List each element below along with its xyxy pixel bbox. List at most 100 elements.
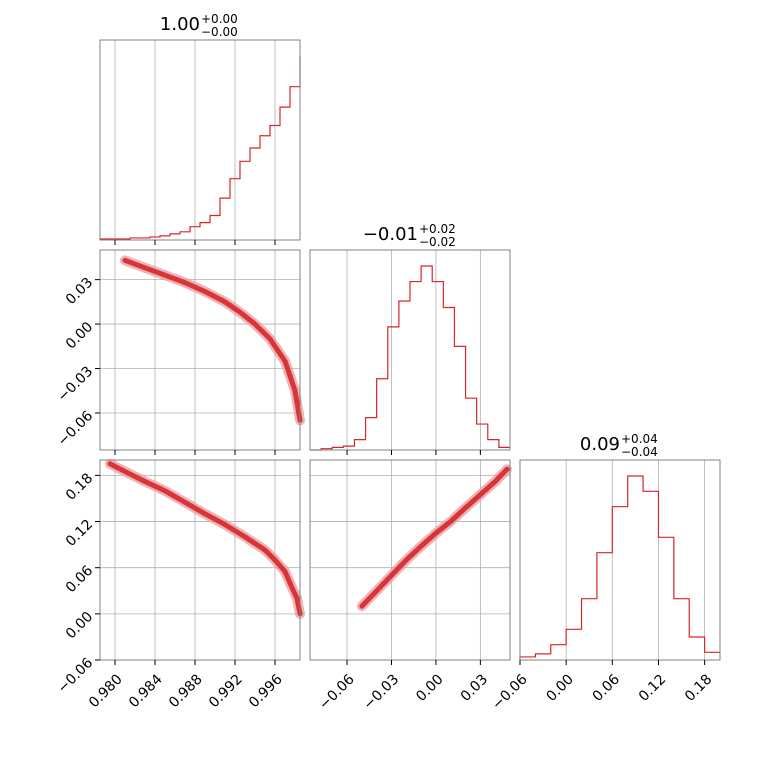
ytick-label-20-2: 0.06 — [63, 563, 96, 596]
panel-frame-21 — [309, 459, 511, 661]
hist-bar-22-9 — [643, 491, 658, 660]
xtick-label-22-1: 0.00 — [544, 671, 577, 704]
hist-bar-11-7 — [388, 327, 399, 450]
xtick-label-21-2: 0.00 — [413, 671, 446, 704]
ytick-label-10-3: 0.03 — [63, 275, 96, 308]
panel-frame-11 — [309, 249, 511, 451]
title-p1-upper: +0.02 — [419, 222, 456, 236]
hist-bar-11-12 — [443, 307, 454, 450]
xaxis-10 — [114, 450, 276, 455]
hist-bar-22-6 — [597, 553, 612, 660]
panel-11 — [309, 249, 511, 451]
hist-bar-11-15 — [477, 424, 488, 450]
hist-bar-11-8 — [399, 301, 410, 450]
hist-bar-11-5 — [366, 418, 377, 450]
title-p0-lower: −0.00 — [201, 25, 238, 39]
title-p1-value: −0.01 — [363, 224, 418, 245]
hist-bar-11-6 — [377, 379, 388, 450]
hist-bar-22-12 — [689, 637, 704, 660]
hist-bar-22-10 — [658, 537, 673, 660]
density-contour-10 — [122, 257, 303, 423]
density-fill-20 — [105, 458, 305, 619]
hist-bar-22-5 — [582, 599, 597, 660]
hist-bar-00-9 — [190, 227, 200, 240]
hist-bar-11-10 — [421, 266, 432, 450]
hist-bar-22-2 — [535, 654, 550, 660]
hist-bar-22-3 — [551, 645, 566, 660]
hist-bar-00-8 — [180, 232, 190, 240]
panel-22 — [519, 459, 721, 661]
hist-bar-11-14 — [466, 398, 477, 450]
hist-bar-11-11 — [432, 282, 443, 450]
hist-bar-11-16 — [488, 440, 499, 450]
panel-frame-10 — [99, 249, 301, 451]
hist-bar-00-13 — [230, 179, 240, 240]
ytick-label-10-2: 0.00 — [63, 319, 96, 352]
hist-line-00 — [99, 56, 301, 240]
xtick-label-20-1: 0.984 — [126, 671, 166, 711]
xtick-label-22-4: 0.18 — [682, 671, 715, 704]
hist-bar-22-13 — [705, 652, 720, 660]
xtick-label-20-0: 0.980 — [86, 671, 126, 711]
hist-line-22 — [519, 475, 720, 660]
title-p2-upper: +0.04 — [621, 432, 658, 446]
xtick-label-20-4: 0.996 — [246, 671, 286, 711]
hist-line-11 — [310, 265, 510, 451]
hist-bar-11-13 — [454, 346, 465, 450]
panel-frame-22 — [519, 459, 721, 661]
hist-bar-00-11 — [210, 215, 220, 240]
yaxis-20: −0.06 0.00 0.06 0.12 0.18 — [55, 470, 100, 697]
panel-frame-20 — [99, 459, 301, 661]
hist-bar-22-8 — [628, 476, 643, 660]
density-contour-21 — [359, 466, 510, 609]
hist-bar-00-12 — [220, 198, 230, 240]
title-p1-lower: −0.02 — [419, 235, 456, 249]
ytick-label-20-1: 0.00 — [63, 609, 96, 642]
xtick-label-22-2: 0.06 — [590, 671, 623, 704]
ytick-label-10-1: −0.03 — [55, 363, 97, 405]
xtick-label-22-0: −0.06 — [489, 671, 531, 713]
xtick-label-20-2: 0.988 — [166, 671, 206, 711]
panel-20 — [99, 458, 305, 661]
xaxis-20: 0.980 0.984 0.988 0.992 0.996 — [86, 660, 286, 711]
title-p0-upper: +0.00 — [201, 12, 238, 26]
ytick-label-20-0: −0.06 — [55, 655, 97, 697]
hist-bar-00-7 — [170, 234, 180, 240]
xtick-label-20-3: 0.992 — [206, 671, 246, 711]
title-p2-lower: −0.04 — [621, 445, 658, 459]
hist-bar-00-14 — [240, 161, 250, 240]
title-p2-value: 0.09 — [580, 434, 620, 455]
xaxis-00 — [114, 240, 276, 245]
xtick-label-22-3: 0.12 — [636, 671, 669, 704]
xtick-label-21-3: 0.03 — [458, 671, 491, 704]
xaxis-21: −0.06 −0.03 0.00 0.03 — [316, 660, 491, 713]
panel-frame-00 — [99, 39, 301, 241]
hist-bar-11-4 — [354, 440, 365, 450]
hist-bar-22-7 — [612, 507, 627, 660]
yaxis-10: −0.06−0.03 0.00 0.03 — [55, 275, 100, 450]
ytick-label-10-0: −0.06 — [55, 408, 97, 450]
hist-bar-00-19 — [290, 87, 300, 240]
panel-00 — [99, 39, 301, 241]
hist-bar-00-16 — [260, 136, 270, 240]
xaxis-11 — [346, 450, 481, 455]
ytick-label-20-3: 0.12 — [63, 517, 96, 550]
panel-21 — [309, 459, 512, 661]
title-p0-value: 1.00 — [160, 14, 200, 35]
hist-bar-00-18 — [280, 107, 290, 240]
hist-bar-22-11 — [674, 599, 689, 660]
ytick-label-20-4: 0.18 — [63, 470, 96, 503]
hist-bar-11-9 — [410, 282, 421, 450]
hist-bar-00-10 — [200, 223, 210, 240]
hist-bar-00-17 — [270, 126, 280, 240]
hist-bar-00-15 — [250, 148, 260, 240]
hist-bar-22-4 — [566, 629, 581, 660]
xaxis-22: −0.06 0.00 0.06 0.12 0.18 — [489, 660, 715, 713]
xtick-label-21-1: −0.03 — [361, 671, 403, 713]
density-contour-20 — [107, 461, 303, 617]
hist-bar-00-6 — [160, 236, 170, 240]
xtick-label-21-0: −0.06 — [316, 671, 358, 713]
panel-10 — [99, 249, 305, 451]
